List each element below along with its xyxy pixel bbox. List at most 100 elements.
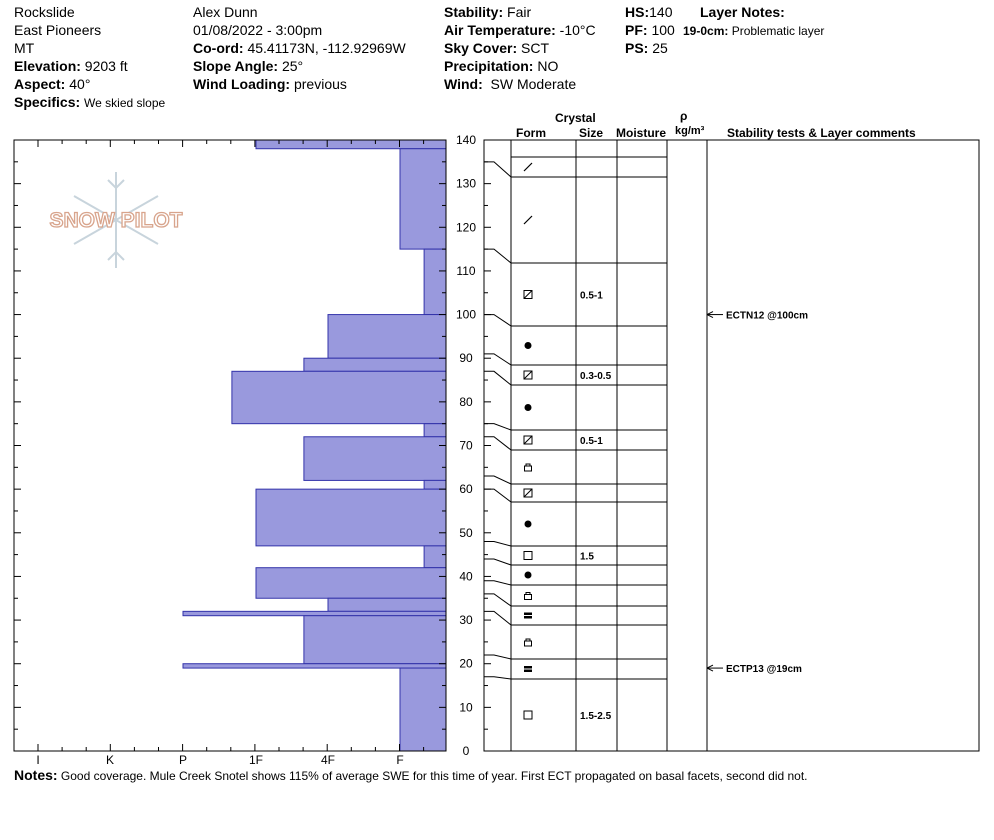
form-symbol-rg	[524, 571, 532, 579]
layer-connector	[484, 370, 512, 386]
fc-box	[523, 370, 533, 380]
hardness-bar	[303, 357, 447, 372]
col-form: Form	[516, 126, 546, 140]
height-tick-label: 140	[456, 133, 476, 147]
slope-field: Slope Angle: 25°	[193, 58, 303, 75]
hardness-bar	[327, 314, 447, 359]
slope-value: 25°	[281, 58, 304, 74]
form-symbol-rg	[524, 342, 532, 349]
fc-box	[523, 488, 533, 498]
air-temp-label: Air Temperature:	[444, 22, 556, 38]
hardness-bar	[255, 488, 447, 547]
notes-text: Good coverage. Mule Creek Snotel shows 1…	[60, 769, 808, 783]
aspect-value: 40°	[69, 76, 91, 92]
pf-field: PF: 100	[625, 22, 675, 39]
pf-value: 100	[651, 22, 675, 38]
fc-slash	[523, 488, 533, 498]
notes-label: Notes:	[14, 767, 58, 783]
layer-size: 1.5	[580, 552, 594, 563]
layer-connector	[484, 436, 512, 451]
sky-cover-value: SCT	[521, 40, 550, 56]
hardness-tick-label: 1F	[249, 753, 263, 767]
aspect-field: Aspect: 40°	[14, 76, 90, 93]
ps-field: PS: 25	[625, 40, 668, 57]
state-name: MT	[14, 40, 35, 56]
sky-cover-label: Sky Cover:	[444, 40, 518, 56]
col-size: Size	[579, 126, 604, 140]
form-symbol-fcsq	[523, 551, 533, 560]
form-symbol-fc	[523, 290, 533, 299]
layer-connector	[484, 541, 512, 547]
hardness-tick-label: K	[106, 753, 114, 767]
height-tick-label: 0	[463, 744, 470, 758]
layer-size: 0.3-0.5	[580, 371, 612, 382]
layer-connector	[484, 558, 512, 566]
wind-field: Wind: SW Moderate	[444, 76, 576, 93]
wind-loading-field: Wind Loading: previous	[193, 76, 347, 93]
hardness-bar	[255, 567, 447, 599]
hardness-bar	[423, 545, 447, 569]
hardness-bar	[423, 479, 447, 490]
sky-cover-field: Sky Cover: SCT	[444, 40, 549, 57]
form-symbol-fc	[523, 488, 533, 498]
fc-slash	[523, 370, 533, 380]
observation-datetime: 01/08/2022 - 3:00pm	[193, 22, 323, 38]
mf-top	[525, 638, 531, 641]
hardness-tick-label: F	[396, 753, 403, 767]
layer-size: 0.5-1	[580, 291, 603, 302]
form-symbol-df	[523, 162, 533, 172]
mf-body	[524, 640, 532, 647]
elevation-value: 9203 ft	[84, 58, 128, 74]
height-tick-label: 10	[459, 700, 473, 714]
hardness-tick-label: I	[36, 753, 39, 767]
wind-value: SW Moderate	[490, 76, 577, 92]
fc-box	[523, 290, 533, 299]
hardness-bar	[182, 610, 447, 617]
hardness-tick-label: 4F	[321, 753, 335, 767]
hardness-bar	[303, 615, 447, 665]
height-tick-label: 60	[459, 482, 473, 496]
pf-label: PF:	[625, 22, 648, 38]
hardness-bar	[399, 667, 447, 752]
hs-label: HS:	[625, 4, 650, 20]
hardness-bar	[423, 248, 447, 316]
form-symbol-mf	[524, 592, 532, 600]
stability-test-label: ECTP13 @19cm	[726, 664, 802, 675]
height-tick-label: 70	[459, 439, 473, 453]
layer-connector	[484, 610, 512, 626]
height-tick-label: 100	[456, 308, 476, 322]
col-crystal: Crystal	[555, 111, 596, 125]
ps-value: 25	[652, 40, 668, 56]
layer-connector	[484, 161, 512, 178]
elevation-label: Elevation:	[14, 58, 81, 74]
stability-field: Stability: Fair	[444, 4, 531, 21]
height-tick-label: 20	[459, 657, 473, 671]
layer-connector	[484, 314, 512, 327]
test-arrow-head	[706, 664, 714, 672]
form-symbol-if	[523, 612, 533, 619]
precipitation-field: Precipitation: NO	[444, 58, 558, 75]
fc-slash	[523, 290, 533, 299]
mf-body	[524, 465, 532, 472]
form-symbol-fc	[523, 435, 533, 445]
hs-value: 140	[649, 4, 673, 20]
height-tick-label: 110	[456, 264, 475, 278]
fc-box	[523, 435, 533, 445]
snowpilot-logo: SNOW PILOT	[49, 172, 183, 268]
stability-label: Stability:	[444, 4, 504, 20]
height-tick-label: 90	[459, 351, 473, 365]
air-temp-field: Air Temperature: -10°C	[444, 22, 596, 39]
specifics-label: Specifics:	[14, 94, 81, 110]
form-symbol-rg	[524, 404, 532, 411]
col-density-unit: kg/m³	[675, 125, 705, 137]
layer-note-depth: 19-0cm:	[683, 24, 729, 38]
coord-label: Co-ord:	[193, 40, 244, 56]
hardness-bar	[423, 423, 447, 438]
wind-label: Wind:	[444, 76, 483, 92]
height-tick-label: 50	[459, 526, 473, 540]
form-symbol-if	[523, 666, 533, 672]
layer-connector	[484, 475, 512, 485]
form-symbol-mf	[524, 638, 532, 647]
height-tick-label: 80	[459, 395, 473, 409]
layer-size: 0.5-1	[580, 436, 603, 447]
